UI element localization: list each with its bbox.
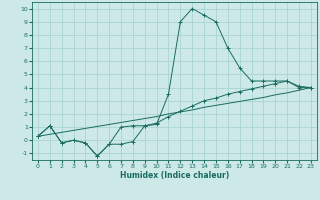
X-axis label: Humidex (Indice chaleur): Humidex (Indice chaleur) bbox=[120, 171, 229, 180]
